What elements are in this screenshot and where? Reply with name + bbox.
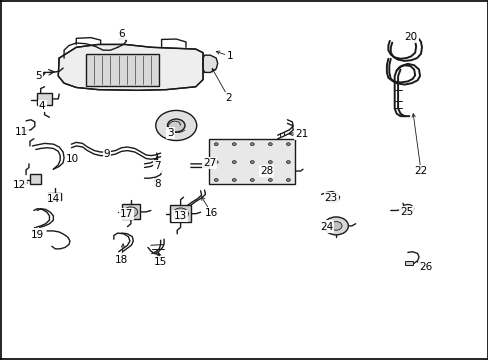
Text: 7: 7 [154,161,161,171]
Text: 9: 9 [103,149,110,159]
Bar [37,93,52,105]
Polygon shape [58,44,203,90]
Circle shape [401,204,413,213]
Circle shape [250,179,254,181]
Text: 1: 1 [226,51,233,61]
Bar [209,139,294,184]
Text: 18: 18 [115,255,128,265]
Bar [170,205,190,222]
Circle shape [268,161,272,163]
Circle shape [286,179,290,181]
Text: 3: 3 [167,128,173,138]
Text: 11: 11 [15,127,28,136]
Bar [122,204,140,220]
Text: 27: 27 [203,158,216,168]
Text: 14: 14 [47,194,60,204]
Text: 10: 10 [66,154,79,164]
Text: 23: 23 [324,193,337,203]
Circle shape [232,143,236,145]
Text: 13: 13 [173,211,186,221]
Bar [405,261,412,265]
Text: 17: 17 [120,209,133,219]
Circle shape [214,143,218,145]
Text: 5: 5 [35,71,42,81]
Text: 22: 22 [413,166,427,176]
Circle shape [286,143,290,145]
Text: 4: 4 [39,101,45,111]
Text: 20: 20 [404,32,417,42]
Circle shape [167,119,184,132]
Text: 2: 2 [225,93,232,103]
Circle shape [214,179,218,181]
Text: 6: 6 [118,29,124,39]
Circle shape [232,161,236,163]
Circle shape [250,143,254,145]
Circle shape [232,179,236,181]
Circle shape [172,208,188,220]
Text: 26: 26 [418,262,431,272]
Text: 28: 28 [259,166,272,176]
Circle shape [268,143,272,145]
Text: 21: 21 [295,129,308,139]
Circle shape [330,222,341,230]
Circle shape [268,179,272,181]
Text: 19: 19 [31,230,44,239]
Bar [86,54,159,86]
Bar [48,193,61,200]
Polygon shape [203,55,217,72]
Text: 15: 15 [154,257,167,267]
Circle shape [124,207,138,217]
Circle shape [324,217,347,235]
Bar [30,174,41,184]
Circle shape [286,161,290,163]
Circle shape [250,161,254,163]
Circle shape [156,111,196,140]
Text: 25: 25 [399,207,412,217]
Text: 12: 12 [13,180,26,190]
Circle shape [214,161,218,163]
Text: 8: 8 [154,179,161,189]
Text: 24: 24 [319,222,332,231]
Text: 16: 16 [204,208,218,218]
